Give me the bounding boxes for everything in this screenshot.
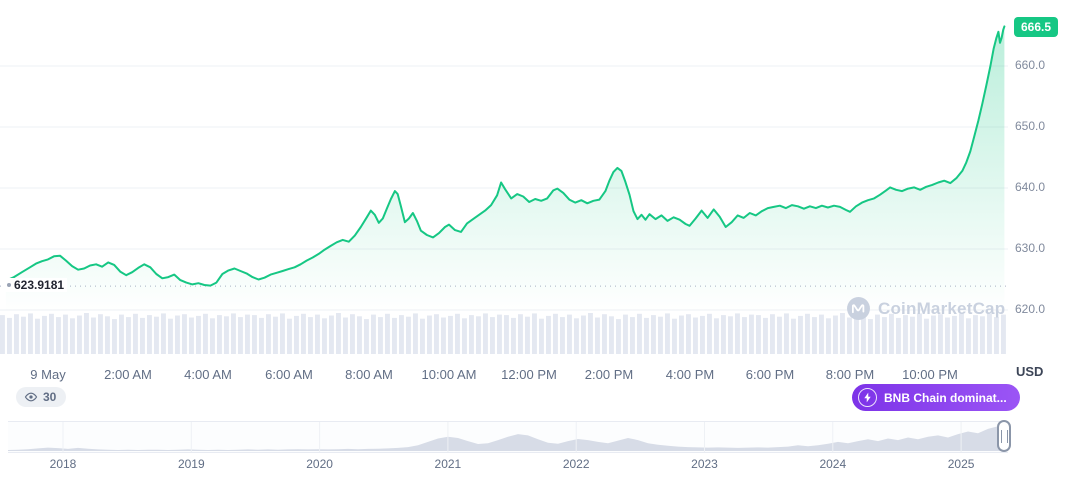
timeline-year-label: 2020	[306, 457, 333, 471]
timeline-year-label: 2019	[177, 457, 205, 471]
timeline-year-label: 2025	[947, 457, 975, 471]
timeline-year-label: 2018	[49, 457, 77, 471]
x-tick-label: 8:00 PM	[825, 367, 875, 382]
price-marker-dot	[7, 283, 11, 287]
chart-plot-area[interactable]: 623.9181 CoinMarketCap	[0, 0, 1010, 360]
price-chart[interactable]	[0, 0, 1010, 360]
timeline-year-label: 2022	[562, 457, 590, 471]
viewers-count: 30	[43, 390, 57, 404]
x-tick-label: 10:00 AM	[421, 367, 477, 382]
timeline-year-label: 2024	[819, 457, 847, 471]
y-tick-label: 630.0	[1015, 241, 1046, 255]
watermark: CoinMarketCap	[846, 296, 1005, 321]
x-tick-label: 4:00 PM	[665, 367, 715, 382]
x-tick-label: 4:00 AM	[184, 367, 232, 382]
timeline-drag-handle[interactable]	[997, 420, 1011, 452]
timeline-range-selector[interactable]	[8, 421, 1008, 453]
lightning-bolt-icon	[858, 388, 877, 407]
x-tick-label: 2:00 PM	[584, 367, 634, 382]
y-axis: 666.5 660.0 650.0 640.0 630.0 620.0 USD	[1014, 0, 1072, 390]
viewers-badge: 30	[16, 387, 67, 407]
x-tick-label: 8:00 AM	[345, 367, 393, 382]
open-price-value: 623.9181	[14, 278, 65, 292]
y-tick-label: 650.0	[1015, 119, 1046, 133]
timeline-year-label: 2023	[691, 457, 718, 471]
current-price-badge: 666.5	[1014, 17, 1059, 38]
x-tick-label: 9 May	[30, 367, 66, 382]
timeline-year-label: 2021	[434, 457, 462, 471]
currency-unit-label: USD	[1016, 364, 1044, 379]
x-tick-label: 6:00 AM	[265, 367, 313, 382]
y-tick-label: 620.0	[1015, 302, 1046, 316]
eye-icon	[24, 390, 38, 404]
watermark-text: CoinMarketCap	[878, 298, 1006, 318]
y-tick-label: 640.0	[1015, 180, 1046, 194]
x-tick-label: 2:00 AM	[104, 367, 152, 382]
bnb-chain-badge-label: BNB Chain dominat...	[884, 390, 1007, 405]
open-price-label: 623.9181	[4, 278, 68, 292]
y-tick-label: 660.0	[1015, 58, 1046, 72]
x-tick-label: 6:00 PM	[745, 367, 795, 382]
x-tick-label: 10:00 PM	[902, 367, 958, 382]
coinmarketcap-logo-icon	[846, 296, 871, 321]
bnb-chain-badge[interactable]: BNB Chain dominat...	[852, 384, 1020, 411]
timeline-years: 2018 2019 2020 2021 2022 2023 2024 2025	[8, 457, 1008, 473]
drag-grip-icon	[1000, 429, 1008, 443]
x-tick-label: 12:00 PM	[501, 367, 557, 382]
